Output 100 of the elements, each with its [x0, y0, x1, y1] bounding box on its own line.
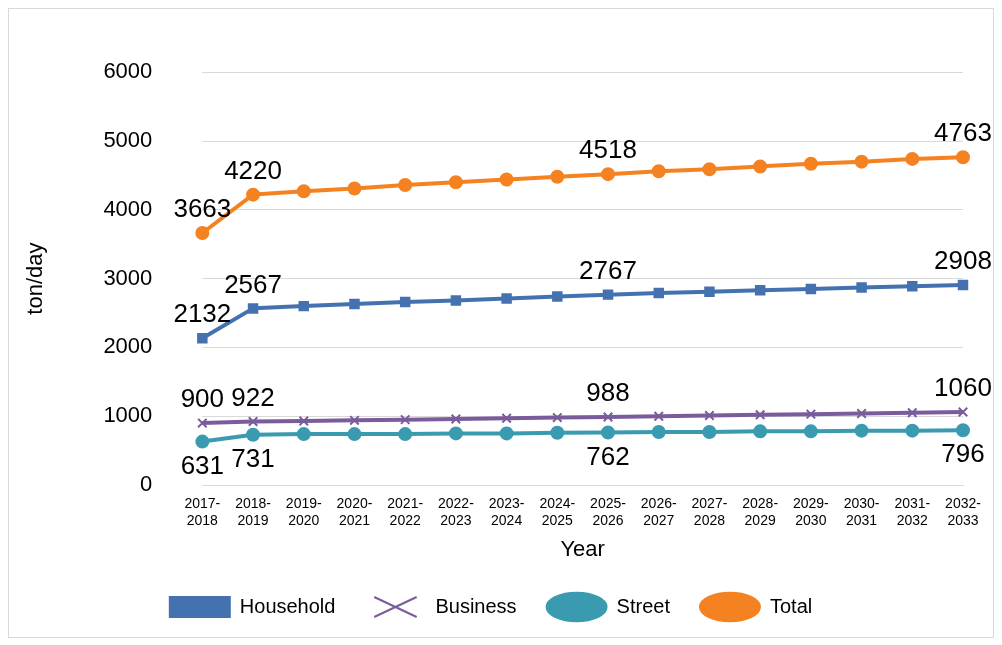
- point: [550, 425, 565, 440]
- point: [704, 410, 715, 421]
- point: [247, 416, 259, 427]
- point: [296, 427, 311, 442]
- x-tick-label: 2029-2030: [792, 495, 830, 529]
- y-axis-title: ton/day: [22, 242, 48, 315]
- y-tick-label: 0: [140, 471, 153, 497]
- point: [448, 175, 463, 190]
- point: [651, 425, 666, 440]
- point: [854, 154, 869, 169]
- data-label: 4518: [579, 134, 637, 165]
- x-tick-label: 2018-2019: [235, 495, 272, 529]
- point: [195, 225, 210, 240]
- x-tick-label: 2021-2022: [387, 495, 424, 529]
- data-label: 762: [586, 440, 630, 471]
- point: [856, 408, 867, 419]
- x-tick-label: 2020-2021: [336, 495, 373, 529]
- point: [499, 172, 514, 187]
- point: [552, 412, 563, 423]
- data-label: 2567: [224, 268, 282, 299]
- x-tick-label: 2019-2020: [285, 495, 322, 529]
- y-tick-label: 3000: [103, 264, 153, 290]
- data-label: 988: [586, 377, 630, 408]
- point: [450, 295, 462, 306]
- point: [501, 413, 512, 424]
- x-tick-label: 2017-2018: [184, 495, 221, 529]
- point: [653, 287, 664, 299]
- point: [956, 423, 970, 438]
- point: [247, 303, 259, 314]
- data-label: 3663: [173, 193, 232, 224]
- point: [956, 150, 970, 165]
- legend-label: Street: [616, 594, 671, 617]
- point: [550, 169, 565, 184]
- point: [349, 415, 360, 426]
- x-tick-label: 2028-2029: [742, 495, 779, 529]
- point: [195, 434, 210, 449]
- data-label: 631: [180, 449, 225, 480]
- x-tick-label: 2031-2032: [894, 495, 931, 529]
- point: [296, 184, 311, 199]
- x-tick-label: 2032-2033: [945, 495, 982, 529]
- data-label: 1060: [934, 372, 992, 403]
- point: [805, 283, 817, 295]
- point: [704, 286, 715, 297]
- point: [601, 167, 616, 182]
- data-label: 796: [941, 438, 985, 469]
- x-tick-label: 2023-2024: [488, 495, 525, 529]
- data-label: 2767: [579, 254, 637, 285]
- y-tick-label: 2000: [103, 333, 153, 359]
- point: [552, 291, 563, 302]
- point: [907, 407, 918, 418]
- x-tick-label: 2030-2031: [843, 495, 880, 529]
- point: [602, 411, 614, 423]
- point: [398, 427, 413, 442]
- point: [499, 426, 514, 441]
- data-label: 731: [231, 442, 275, 473]
- point: [805, 408, 817, 420]
- point: [197, 417, 208, 429]
- point: [905, 151, 920, 166]
- point: [197, 333, 208, 344]
- legend-label: Total: [769, 594, 813, 617]
- point: [349, 298, 360, 310]
- point: [754, 285, 766, 296]
- point: [298, 415, 310, 427]
- point: [957, 279, 969, 291]
- point: [501, 293, 512, 304]
- point: [653, 410, 664, 422]
- legend-label: Business: [435, 594, 517, 617]
- point: [702, 425, 717, 440]
- point: [856, 282, 867, 293]
- point: [803, 424, 818, 439]
- y-tick-label: 5000: [103, 127, 153, 153]
- point: [702, 162, 717, 177]
- point: [347, 181, 362, 196]
- y-tick-label: 1000: [103, 402, 153, 428]
- x-axis-title: Year: [560, 535, 605, 561]
- point: [803, 156, 818, 171]
- point: [907, 280, 918, 292]
- point: [753, 159, 768, 174]
- point: [347, 427, 362, 442]
- data-label: 2908: [934, 245, 992, 276]
- x-tick-label: 2025-2026: [590, 495, 627, 529]
- point: [398, 178, 413, 193]
- x-tick-label: 2027-2028: [691, 495, 728, 529]
- point: [399, 414, 411, 425]
- point: [957, 406, 969, 418]
- x-tick-label: 2026-2027: [640, 495, 677, 529]
- legend-label: Household: [239, 594, 336, 617]
- y-tick-label: 6000: [103, 58, 153, 84]
- data-label: 922: [231, 381, 275, 412]
- x-tick-label: 2022-2023: [437, 495, 475, 529]
- point: [246, 187, 261, 202]
- point: [399, 296, 411, 308]
- point: [450, 413, 462, 425]
- data-label: 4220: [224, 154, 282, 185]
- point: [854, 423, 869, 438]
- data-label: 900: [180, 383, 225, 414]
- point: [298, 300, 310, 312]
- point: [448, 426, 463, 441]
- point: [602, 289, 614, 300]
- x-tick-label: 2024-2025: [539, 495, 576, 529]
